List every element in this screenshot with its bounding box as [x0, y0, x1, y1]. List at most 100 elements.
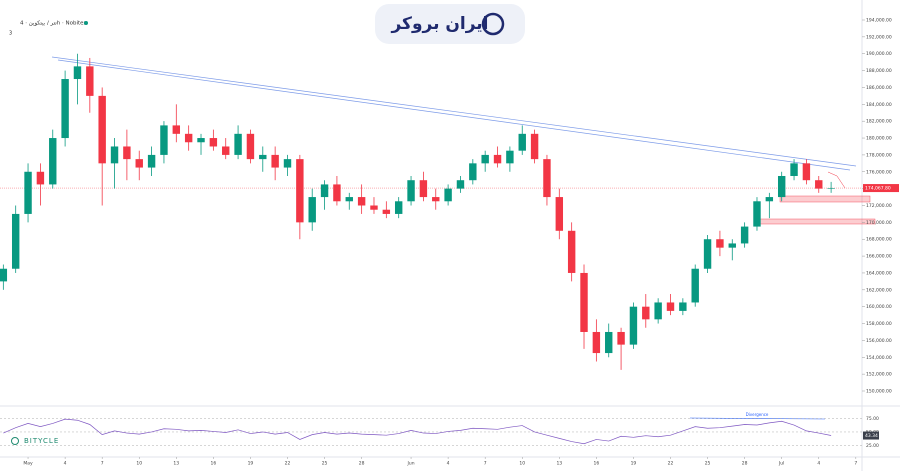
- candle-body: [815, 180, 823, 189]
- candle-body: [716, 239, 724, 248]
- zone: [779, 195, 871, 203]
- trend-line: [51, 56, 857, 167]
- trend-line: [57, 59, 851, 171]
- candle-body: [691, 268, 699, 303]
- y-tick-label: 192,000.00: [866, 34, 892, 40]
- candle-body: [49, 138, 57, 185]
- candle-body: [11, 213, 20, 269]
- candle-body: [357, 197, 366, 206]
- y-tick-label: 166,000.00: [866, 254, 892, 260]
- candle-body: [518, 133, 526, 151]
- candle-body: [197, 138, 205, 143]
- candle-body: [259, 154, 267, 160]
- candle-body: [642, 306, 650, 320]
- logo-icon: [481, 12, 505, 36]
- brand: ایران بروکر: [390, 14, 488, 34]
- y-tick-label: 190,000.00: [866, 51, 892, 57]
- x-tick-label: 19: [631, 461, 637, 467]
- candle-body: [469, 163, 477, 181]
- candle-body: [296, 159, 304, 223]
- x-tick-label: 4: [817, 461, 820, 467]
- x-tick-label: 25: [322, 461, 328, 467]
- y-tick-label: 172,000.00: [866, 203, 892, 209]
- watermark-icon: [11, 437, 19, 445]
- y-tick-label: 168,000.00: [866, 237, 892, 243]
- candle-body: [617, 331, 625, 345]
- candle-body: [246, 133, 255, 160]
- candle-body: [222, 146, 230, 155]
- x-tick-label: 10: [519, 461, 525, 467]
- candle-body: [432, 197, 440, 202]
- y-tick-label: 182,000.00: [866, 119, 892, 125]
- y-tick-label: 176,000.00: [866, 169, 892, 175]
- candle-body: [740, 226, 749, 244]
- x-tick-label: Jul: [778, 461, 784, 467]
- x-tick-label: May: [23, 461, 33, 467]
- candle-body: [666, 302, 675, 311]
- candle-body: [382, 209, 391, 214]
- candle-body: [765, 197, 774, 202]
- candle-body: [370, 205, 378, 210]
- x-tick-label: 16: [594, 461, 600, 467]
- x-tick-label: 19: [248, 461, 254, 467]
- candle-body: [234, 133, 242, 155]
- x-tick-label: 10: [136, 461, 142, 467]
- candle-body: [419, 180, 428, 198]
- y-tick-label: 150,000.00: [866, 389, 892, 395]
- candle-body: [98, 95, 106, 164]
- x-tick-label: 28: [359, 461, 365, 467]
- candle-body: [555, 197, 564, 231]
- candle-body: [802, 163, 811, 181]
- watermark: BITYCLE: [24, 437, 59, 445]
- candle-body: [654, 302, 662, 320]
- candle-body: [160, 125, 168, 155]
- candle-body: [629, 306, 638, 345]
- projection: [827, 171, 846, 189]
- candle-body: [73, 66, 82, 80]
- candle-body: [506, 150, 514, 164]
- candle-body: [703, 239, 712, 269]
- candle-body: [679, 302, 687, 311]
- candle-body: [790, 163, 798, 176]
- candle-body: [184, 133, 193, 143]
- candle-body: [147, 154, 156, 168]
- candle-body: [320, 184, 329, 198]
- candle-body: [605, 331, 613, 354]
- symbol: تتر / بیتکوین · 4h · Nobitex: [20, 20, 87, 27]
- candle-body: [728, 243, 736, 248]
- x-tick-label: 13: [556, 461, 562, 467]
- candle-body: [543, 159, 551, 198]
- x-tick-label: Jun: [407, 461, 415, 467]
- candle-body: [172, 125, 181, 134]
- candle-body: [86, 66, 94, 96]
- candle-body: [283, 159, 292, 168]
- candle-body: [580, 272, 588, 332]
- y-tick-label: 25.00: [866, 443, 879, 449]
- logo-box: [375, 4, 525, 44]
- x-tick-label: 28: [742, 461, 748, 467]
- candle-body: [777, 175, 786, 198]
- candle-body: [24, 171, 32, 214]
- status-dot: [84, 21, 88, 25]
- x-tick-label: 22: [668, 461, 674, 467]
- candle-body: [209, 138, 218, 147]
- candle-body: [444, 188, 452, 202]
- candle-body: [308, 197, 316, 223]
- x-tick-label: 25: [705, 461, 711, 467]
- last-price-box: [863, 184, 899, 193]
- x-tick-label: 4: [64, 461, 67, 467]
- candle-body: [530, 133, 539, 160]
- y-tick-label: 162,000.00: [866, 287, 892, 293]
- candle-body: [567, 230, 576, 273]
- candle-body: [333, 184, 341, 202]
- rsi-line: [3, 418, 832, 445]
- y-tick-label: 152,000.00: [866, 372, 892, 378]
- candle-body: [481, 154, 489, 164]
- candle-body: [407, 180, 415, 202]
- candle-body: [456, 180, 465, 189]
- candle-body: [753, 201, 761, 227]
- candle-body: [394, 201, 403, 214]
- x-tick-label: 16: [211, 461, 217, 467]
- y-tick-label: 164,000.00: [866, 270, 892, 276]
